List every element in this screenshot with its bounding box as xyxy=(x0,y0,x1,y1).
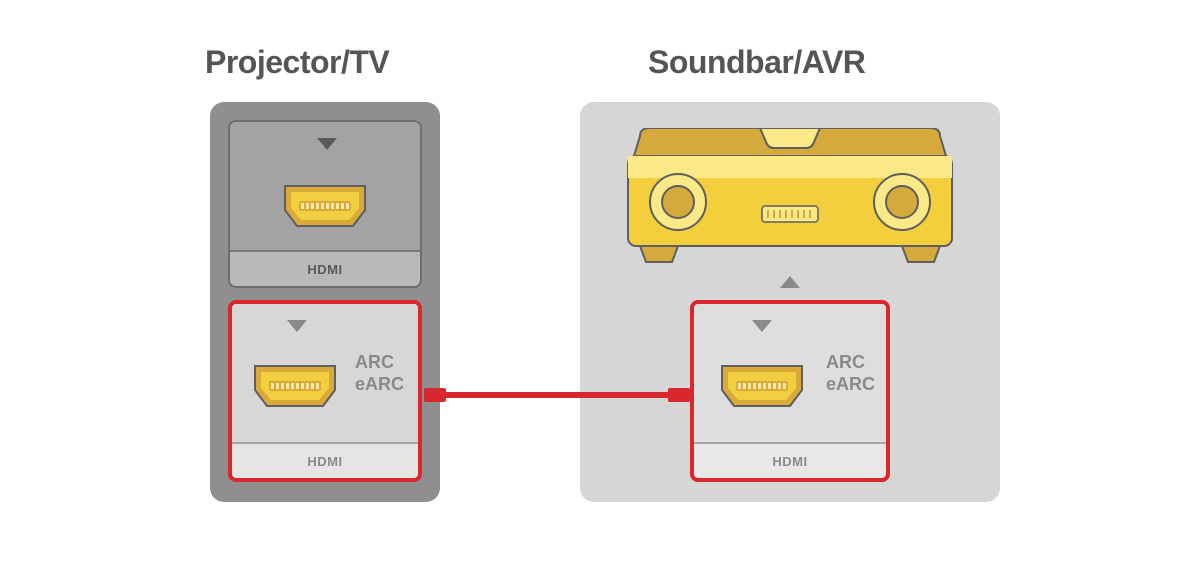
hdmi-port-arc-left-label: HDMI xyxy=(232,454,418,469)
hdmi-port-arc-left-divider xyxy=(232,442,418,444)
hdmi-port-arc-right-divider xyxy=(694,442,886,444)
cable-plug-right xyxy=(668,388,690,402)
hdmi-port-upper-divider xyxy=(230,250,420,252)
title-right: Soundbar/AVR xyxy=(648,44,865,81)
hdmi-cable xyxy=(446,392,668,398)
triangle-down-icon xyxy=(287,320,307,332)
arc-label-right-line2: eARC xyxy=(826,374,875,396)
triangle-up-icon xyxy=(780,276,800,288)
triangle-down-icon xyxy=(317,138,337,150)
hdmi-connector-upper xyxy=(283,184,367,233)
title-left: Projector/TV xyxy=(205,44,389,81)
soundbar-device xyxy=(620,128,960,273)
hdmi-connector-arc-right xyxy=(720,364,804,413)
cable-plug-left xyxy=(424,388,446,402)
arc-label-left-line1: ARC xyxy=(355,352,404,374)
hdmi-connector-arc-left xyxy=(253,364,337,413)
triangle-down-icon xyxy=(752,320,772,332)
arc-label-left-line2: eARC xyxy=(355,374,404,396)
hdmi-port-upper-label: HDMI xyxy=(230,262,420,277)
hdmi-port-arc-right-label: HDMI xyxy=(694,454,886,469)
arc-label-right-line1: ARC xyxy=(826,352,875,374)
arc-label-right: ARC eARC xyxy=(826,352,875,395)
arc-label-left: ARC eARC xyxy=(355,352,404,395)
